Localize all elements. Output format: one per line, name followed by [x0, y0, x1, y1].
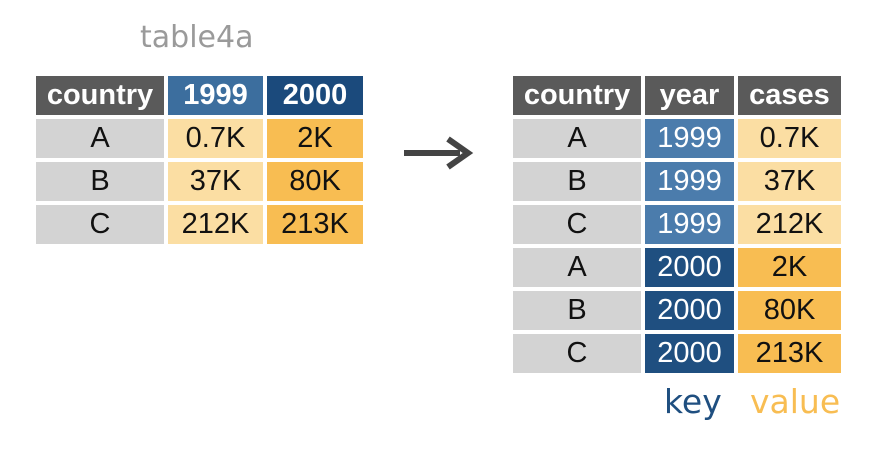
- cell-country: A: [36, 119, 164, 158]
- header-cases: cases: [738, 76, 841, 115]
- cell-cases: 80K: [738, 291, 841, 330]
- table-title: table4a: [140, 20, 254, 55]
- cell-country: A: [513, 248, 641, 287]
- header-1999: 1999: [168, 76, 263, 115]
- cell-country: A: [513, 119, 641, 158]
- cell-country: C: [513, 334, 641, 373]
- cell-year: 2000: [645, 334, 734, 373]
- value-label: value: [750, 382, 841, 421]
- cell-1999: 0.7K: [168, 119, 263, 158]
- cell-country: C: [513, 205, 641, 244]
- cell-cases: 0.7K: [738, 119, 841, 158]
- key-label: key: [664, 382, 722, 421]
- cell-year: 1999: [645, 119, 734, 158]
- cell-country: B: [513, 291, 641, 330]
- cell-cases: 213K: [738, 334, 841, 373]
- cell-cases: 2K: [738, 248, 841, 287]
- cell-cases: 37K: [738, 162, 841, 201]
- cell-country: C: [36, 205, 164, 244]
- wide-table: country 1999 2000 A 0.7K 2K B 37K 80K C …: [36, 76, 363, 244]
- right-arrow-icon: [404, 136, 474, 170]
- header-2000: 2000: [267, 76, 363, 115]
- cell-year: 2000: [645, 291, 734, 330]
- cell-1999: 212K: [168, 205, 263, 244]
- long-table: country year cases A 1999 0.7K B 1999 37…: [513, 76, 841, 373]
- cell-year: 1999: [645, 162, 734, 201]
- header-country: country: [513, 76, 641, 115]
- header-year: year: [645, 76, 734, 115]
- cell-2000: 80K: [267, 162, 363, 201]
- cell-country: B: [36, 162, 164, 201]
- cell-year: 1999: [645, 205, 734, 244]
- cell-year: 2000: [645, 248, 734, 287]
- cell-1999: 37K: [168, 162, 263, 201]
- cell-country: B: [513, 162, 641, 201]
- cell-2000: 213K: [267, 205, 363, 244]
- header-country: country: [36, 76, 164, 115]
- cell-cases: 212K: [738, 205, 841, 244]
- cell-2000: 2K: [267, 119, 363, 158]
